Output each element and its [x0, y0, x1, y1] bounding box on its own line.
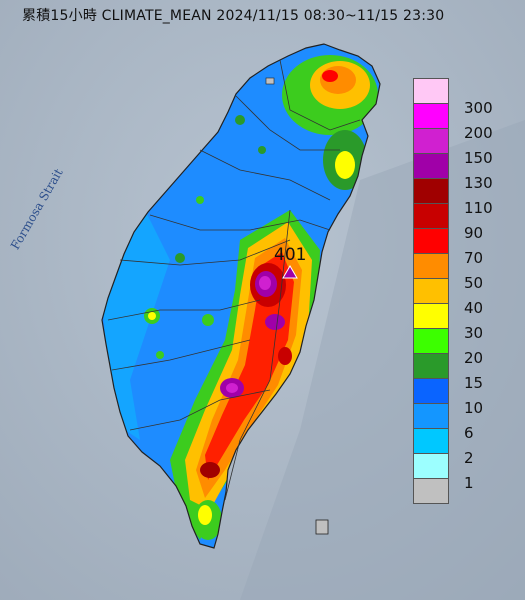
- island-outline: [101, 43, 381, 549]
- legend-label: 50: [464, 274, 484, 292]
- legend-swatch: [413, 328, 449, 353]
- legend-swatch: [413, 78, 449, 103]
- legend-swatch: [413, 253, 449, 278]
- legend-swatch: [413, 378, 449, 403]
- legend-swatch: [413, 228, 449, 253]
- legend-label: 90: [464, 224, 484, 242]
- max-value-label: 401: [274, 245, 307, 265]
- legend-label: 150: [464, 149, 493, 167]
- legend-swatch: [413, 303, 449, 328]
- legend-swatch: [413, 278, 449, 303]
- legend-swatch: [413, 453, 449, 478]
- legend-label: 200: [464, 124, 493, 142]
- legend-swatch: [413, 428, 449, 453]
- east-sea-shade: [240, 120, 525, 600]
- county-borders: [107, 59, 361, 501]
- legend-label: 2: [464, 449, 474, 467]
- legend-label: 6: [464, 424, 474, 442]
- legend-labels: 300 200 150 130 110 90 70 50 40 30 20 15 10 6 2 1: [464, 96, 493, 496]
- legend-swatch: [413, 478, 449, 504]
- legend-swatch: [413, 128, 449, 153]
- legend-label: 10: [464, 399, 484, 417]
- islet: [315, 519, 329, 535]
- legend-swatch: [413, 353, 449, 378]
- max-marker-triangle-icon: [282, 265, 298, 279]
- legend-swatch: [413, 103, 449, 128]
- legend-label: 15: [464, 374, 484, 392]
- legend-label: 40: [464, 299, 484, 317]
- legend-swatch: [413, 153, 449, 178]
- legend-label: 20: [464, 349, 484, 367]
- legend-label: 1: [464, 474, 474, 492]
- legend-swatch: [413, 403, 449, 428]
- legend-label: 110: [464, 199, 493, 217]
- legend-swatch: [413, 178, 449, 203]
- map-title: 累積15小時 CLIMATE_MEAN 2024/11/15 08:30~11/…: [22, 8, 445, 24]
- legend-label: 30: [464, 324, 484, 342]
- legend-label: 300: [464, 99, 493, 117]
- legend-swatch: [413, 203, 449, 228]
- legend-colorbar: [413, 78, 451, 504]
- legend-label: 130: [464, 174, 493, 192]
- islet: [265, 77, 275, 85]
- legend-label: 70: [464, 249, 484, 267]
